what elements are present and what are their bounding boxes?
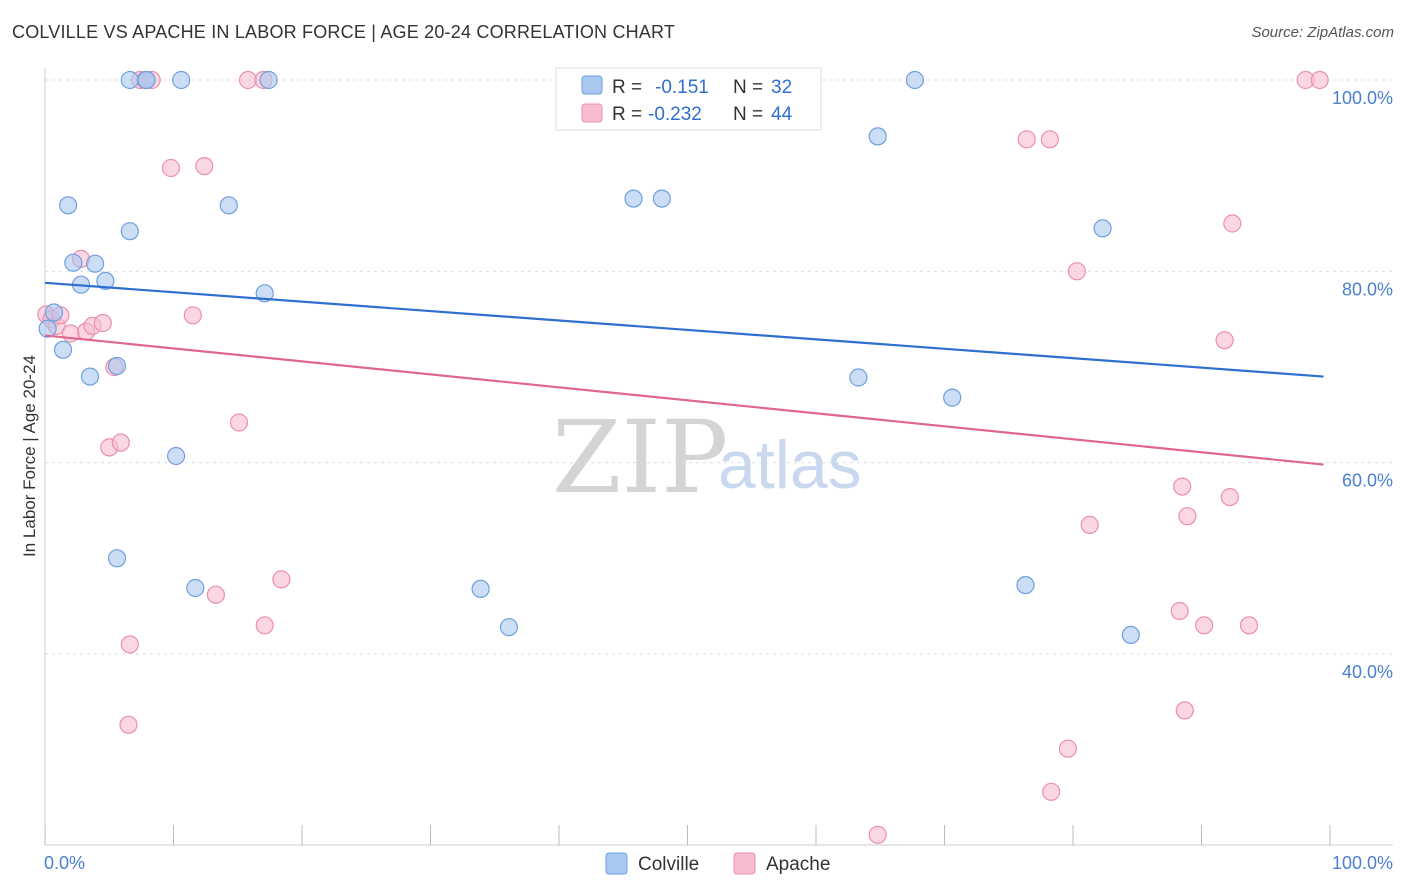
colville-point — [96, 271, 115, 290]
legend-apache-n-label: N = — [733, 104, 763, 125]
y-tick-label: 100.0% — [1332, 88, 1393, 108]
colville-point — [499, 618, 518, 637]
apache-trend-line — [44, 334, 1324, 466]
legend-apache-r-value: -0.232 — [648, 104, 702, 125]
legend-colville-swatch — [581, 75, 603, 95]
series-legend: Colville Apache — [605, 852, 830, 875]
apache-point — [868, 825, 887, 844]
colville-point — [943, 388, 962, 407]
apache-point — [1040, 130, 1060, 149]
apache-point — [1223, 214, 1242, 233]
colville-point — [471, 579, 490, 599]
x-tick-label-min: 0.0% — [44, 853, 85, 873]
colville-point — [64, 253, 83, 272]
apache-point — [1067, 262, 1087, 281]
colville-point — [186, 578, 205, 598]
apache-point — [1042, 782, 1061, 801]
trend-lines — [44, 281, 1324, 466]
bottom-legend-apache-swatch — [733, 852, 756, 875]
colville-point — [849, 368, 868, 387]
apache-point — [111, 433, 130, 452]
colville-point — [172, 70, 191, 90]
colville-points — [38, 70, 1140, 645]
y-tick-labels: 40.0% 60.0% 80.0% 100.0% — [1332, 88, 1393, 682]
apache-point — [1173, 477, 1192, 496]
colville-point — [44, 303, 64, 322]
colville-point — [259, 70, 278, 90]
colville-point — [868, 127, 887, 146]
legend-colville-r-value: -0.151 — [655, 77, 709, 98]
x-axis-ticks — [44, 825, 1331, 845]
apache-point — [1080, 515, 1099, 535]
watermark-zip: ZIP — [552, 399, 728, 516]
colville-point — [1093, 219, 1112, 238]
apache-point — [206, 585, 225, 604]
colville-point — [107, 356, 127, 376]
apache-point — [1178, 507, 1197, 526]
colville-point — [80, 367, 100, 386]
bottom-legend-apache-label: Apache — [766, 854, 830, 875]
legend-apache-n-value: 44 — [771, 104, 793, 125]
colville-point — [167, 446, 186, 466]
apache-point — [1220, 488, 1239, 507]
colville-point — [219, 196, 238, 215]
apache-point — [1058, 739, 1078, 758]
apache-point — [1215, 331, 1234, 350]
apache-point — [161, 158, 180, 178]
colville-point — [120, 70, 139, 90]
colville-point — [652, 189, 671, 208]
apache-point — [1194, 616, 1214, 635]
colville-point — [624, 189, 643, 208]
colville-trend-line — [44, 281, 1324, 378]
bottom-legend-colville-swatch — [605, 852, 628, 875]
y-axis-label: In Labor Force | Age 20-24 — [20, 355, 39, 557]
chart-title: COLVILLE VS APACHE IN LABOR FORCE | AGE … — [12, 22, 676, 42]
colville-point — [38, 319, 57, 338]
apache-point — [272, 570, 291, 589]
colville-point — [120, 222, 139, 241]
apache-point — [120, 635, 139, 654]
colville-point — [1016, 575, 1035, 595]
apache-point — [1170, 601, 1189, 621]
legend-colville-n-value: 32 — [771, 77, 792, 98]
legend-apache-swatch — [581, 103, 603, 123]
y-tick-label: 80.0% — [1342, 279, 1393, 299]
bottom-legend-colville-label: Colville — [638, 854, 699, 875]
colville-point — [905, 70, 925, 90]
apache-point — [255, 616, 274, 635]
colville-point — [107, 549, 127, 568]
colville-point — [85, 254, 105, 273]
colville-point — [58, 196, 78, 215]
apache-point — [195, 157, 214, 176]
legend-colville-r-label: R = — [612, 77, 642, 98]
apache-point — [1175, 701, 1194, 720]
watermark-atlas: atlas — [718, 427, 862, 503]
x-tick-label-max: 100.0% — [1332, 853, 1393, 873]
apache-point — [183, 306, 202, 325]
apache-point — [119, 715, 138, 734]
colville-point — [137, 70, 156, 90]
source-credit: Source: ZipAtlas.com — [1251, 24, 1394, 41]
colville-point — [53, 340, 73, 359]
apache-point — [1017, 130, 1036, 149]
colville-point — [1121, 625, 1140, 645]
apache-point — [238, 70, 258, 90]
y-tick-label: 60.0% — [1342, 471, 1393, 491]
apache-point — [1239, 616, 1259, 635]
apache-point — [229, 413, 249, 432]
apache-point — [1310, 70, 1329, 90]
apache-point — [93, 313, 112, 333]
legend-apache-r-label: R = — [612, 104, 642, 125]
stats-legend: R = -0.151 N = 32 R = -0.232 N = 44 — [555, 67, 822, 131]
y-tick-label: 40.0% — [1342, 662, 1393, 682]
legend-colville-n-label: N = — [733, 77, 763, 98]
